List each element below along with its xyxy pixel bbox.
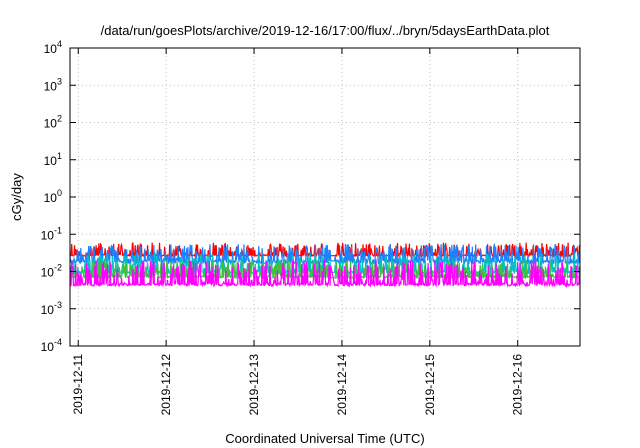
y-tick-label: 10-4: [41, 337, 62, 354]
chart-title: /data/run/goesPlots/archive/2019-12-16/1…: [101, 23, 550, 38]
x-tick-label: 2019-12-16: [511, 354, 525, 416]
grid: [70, 48, 580, 346]
series-layer: [69, 241, 581, 289]
y-tick-label: 100: [44, 188, 62, 205]
y-tick-label: 102: [44, 114, 62, 131]
x-tick-label: 2019-12-12: [159, 354, 173, 416]
y-tick-label: 101: [44, 151, 62, 168]
x-axis-label: Coordinated Universal Time (UTC): [225, 431, 424, 446]
x-axis: 2019-12-11 2019-12-12 2019-12-13 2019-12-14…: [71, 48, 525, 416]
y-tick-label: 10-2: [41, 263, 62, 280]
y-tick-label: 104: [44, 39, 62, 56]
x-tick-label: 2019-12-14: [335, 354, 349, 416]
x-tick-label: 2019-12-11: [71, 354, 85, 415]
x-tick-label: 2019-12-13: [247, 354, 261, 416]
y-axis-label: cGy/day: [9, 173, 24, 221]
y-tick-label: 10-1: [41, 225, 62, 242]
y-tick-label: 103: [44, 76, 62, 93]
x-tick-label: 2019-12-15: [423, 354, 437, 416]
y-tick-label: 10-3: [41, 300, 62, 317]
series-line-5: [69, 259, 581, 289]
y-axis: 10-4 10-3 10-2 10-1 100 101 102 103 104: [41, 39, 580, 354]
